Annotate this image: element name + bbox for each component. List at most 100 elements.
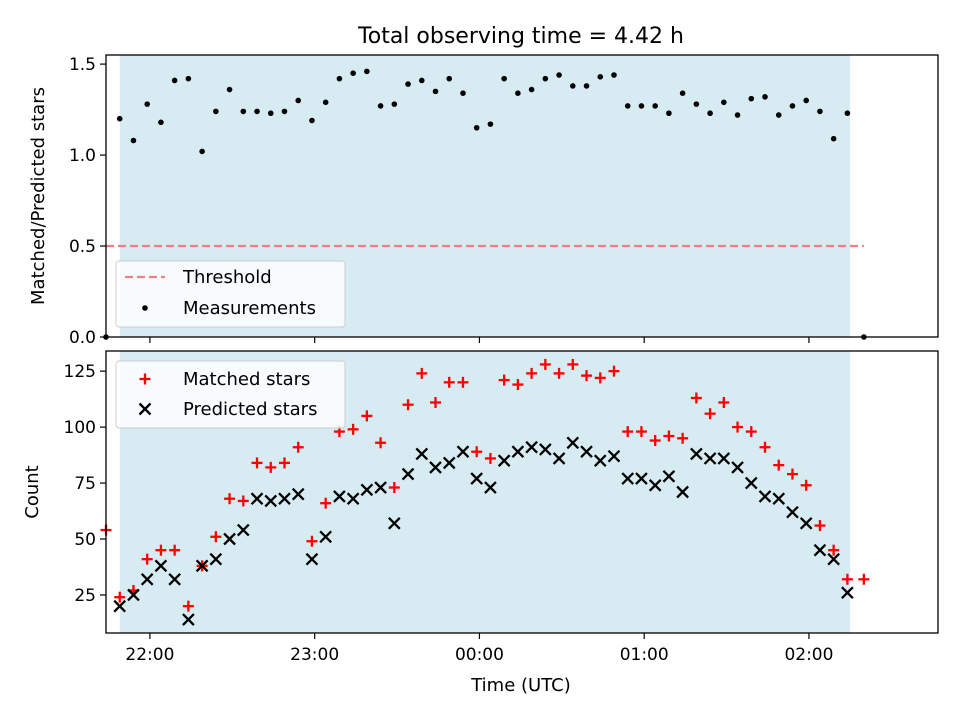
x-tick-label: 02:00 <box>784 645 833 665</box>
matched-star-point <box>800 479 812 491</box>
matched-star-point <box>594 372 606 384</box>
predicted-star-point-b <box>484 481 497 494</box>
measurement-point <box>391 101 398 107</box>
predicted-star-point <box>140 572 154 586</box>
measurement-point <box>624 103 631 109</box>
matched-star-point <box>622 426 634 438</box>
predicted-star-point-b <box>319 530 332 544</box>
measurement-point <box>254 108 260 115</box>
matched-star-point <box>237 495 249 507</box>
predicted-star-point-b <box>209 552 223 566</box>
legend-measurements-swatch <box>142 305 148 311</box>
matched-star-point <box>182 600 194 612</box>
predicted-star-point-b <box>374 481 387 494</box>
predicted-star-point-b <box>690 447 703 461</box>
predicted-star-point <box>662 470 676 483</box>
matched-star-point <box>430 396 442 408</box>
bottom-legend-box <box>115 360 346 429</box>
measurement-point <box>309 117 315 124</box>
matched-star-point <box>498 374 510 386</box>
matched-star-point <box>155 544 167 556</box>
predicted-star-point-b <box>127 588 140 602</box>
measurement-point <box>295 97 302 104</box>
measurement-point <box>638 103 645 109</box>
predicted-star-point <box>195 559 209 573</box>
matched-star-point <box>443 376 455 388</box>
measurement-point <box>199 148 205 155</box>
matched-star-point <box>718 396 730 408</box>
predicted-star-point <box>127 588 140 602</box>
measurement-point <box>597 74 604 80</box>
measurement-point <box>707 110 713 117</box>
measurement-point <box>817 108 823 115</box>
top-y-axis: 0.0 0.5 1.0 1.5 <box>69 55 106 348</box>
predicted-star-point <box>539 443 552 456</box>
predicted-star-point-b <box>758 490 772 503</box>
bottom-legend: Matched stars Predicted stars <box>115 360 346 429</box>
predicted-star-point <box>374 481 387 494</box>
legend-x-marker-b <box>138 402 152 416</box>
measurement-point <box>487 121 494 127</box>
matched-star-point <box>704 408 716 420</box>
matched-star-point <box>841 573 853 585</box>
matched-star-point <box>347 423 359 435</box>
measurement-point <box>830 135 837 142</box>
predicted-star-point <box>456 445 470 459</box>
measurement-point <box>267 110 274 117</box>
matched-star-point <box>663 430 675 442</box>
predicted-star-point <box>429 461 442 474</box>
measurement-point <box>473 124 480 131</box>
predicted-star-point-b <box>552 452 566 465</box>
y-tick-label: 125 <box>64 362 96 382</box>
predicted-star-point <box>319 530 332 544</box>
matched-star-point <box>581 370 593 382</box>
matched-star-point <box>635 426 647 438</box>
predicted-star-point-b <box>223 532 236 546</box>
legend-threshold-label: Threshold <box>182 267 272 288</box>
predicted-star-point <box>841 586 854 600</box>
measurement-point <box>844 110 851 117</box>
bottom-y-axis-label: Count <box>22 465 43 518</box>
y-tick-label: 1.0 <box>69 146 96 166</box>
top-legend-box <box>115 260 346 328</box>
measurement-point <box>542 75 549 82</box>
bottom-x-axis-label: Time (UTC) <box>470 675 571 696</box>
y-tick-label: 0.0 <box>69 328 96 348</box>
predicted-star-point <box>758 490 772 503</box>
predicted-star-point-b <box>140 572 154 586</box>
bottom-y-axis: 25 50 75 100 125 <box>64 362 106 606</box>
predicted-star-point <box>168 572 181 586</box>
x-tick-label: 00:00 <box>455 645 504 665</box>
predicted-star-point-b <box>497 454 511 467</box>
matched-star-point <box>457 376 469 388</box>
predicted-star-point-b <box>607 449 621 463</box>
legend-plus-marker <box>139 373 151 385</box>
predicted-star-point <box>827 552 840 566</box>
predicted-star-point-b <box>388 517 401 530</box>
measurement-point <box>762 94 768 100</box>
matched-star-point <box>251 457 263 469</box>
predicted-star-point <box>580 445 593 459</box>
predicted-star-point-b <box>429 461 442 474</box>
predicted-star-point-b <box>291 487 305 501</box>
predicted-star-point <box>786 505 799 519</box>
matched-star-point <box>169 544 181 556</box>
legend-matched-label: Matched stars <box>183 369 310 390</box>
matched-star-point <box>375 437 387 449</box>
predicted-star-point-b <box>813 543 827 557</box>
predicted-star-point-b <box>539 443 552 456</box>
predicted-star-point-b <box>635 472 648 485</box>
predicted-star-point <box>566 436 580 450</box>
predicted-star-point <box>250 492 264 506</box>
y-tick-label: 50 <box>74 530 96 550</box>
matched-star-point <box>361 410 373 422</box>
predicted-star-point-b <box>621 472 635 485</box>
measurement-point <box>556 72 562 78</box>
predicted-star-point-b <box>731 461 744 474</box>
measurement-point <box>460 90 466 97</box>
measurement-point <box>501 75 507 82</box>
predicted-star-point <box>772 492 786 506</box>
predicted-star-point-b <box>827 552 840 566</box>
y-tick-label: 1.5 <box>69 55 96 75</box>
